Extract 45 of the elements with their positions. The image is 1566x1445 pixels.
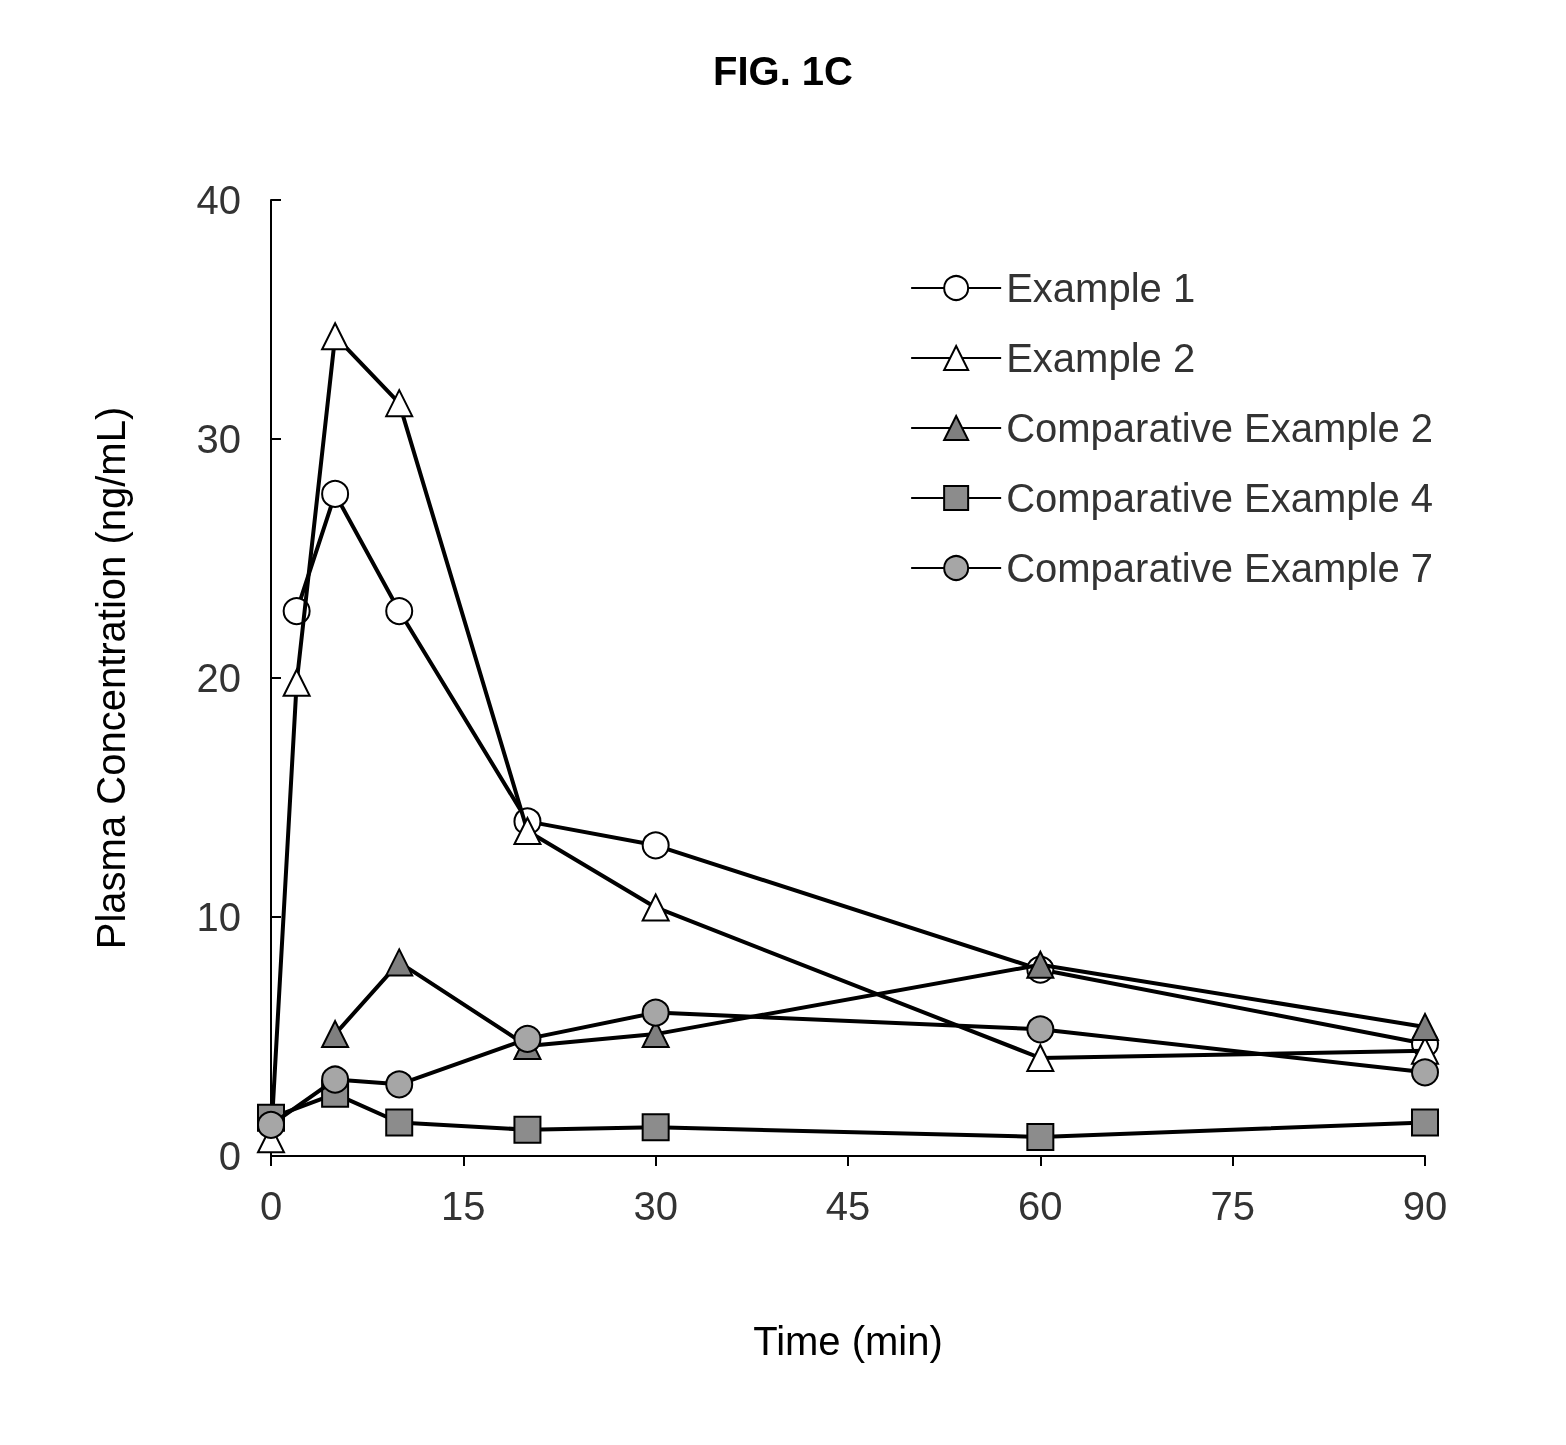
point <box>321 322 350 351</box>
point <box>1411 1058 1439 1087</box>
y-tick-label: 10 <box>196 895 241 939</box>
point <box>641 831 670 860</box>
x-tick-label: 60 <box>1018 1184 1063 1228</box>
point <box>385 948 414 977</box>
y-axis-title: Plasma Concentration (ng/mL) <box>89 406 133 950</box>
point <box>513 1115 542 1144</box>
point <box>1026 950 1055 979</box>
point <box>282 668 311 697</box>
legend-label: Comparative Example 7 <box>1006 546 1433 590</box>
point <box>385 1108 414 1137</box>
chart-title: FIG. 1C <box>712 49 854 93</box>
x-tick-label: 90 <box>1402 1184 1448 1228</box>
legend-label: Example 2 <box>1006 336 1196 380</box>
point <box>321 479 350 508</box>
x-axis-title: Time (min) <box>753 1319 943 1363</box>
legend-label: Example 1 <box>1006 266 1196 310</box>
point <box>1411 1012 1439 1041</box>
y-tick-label: 20 <box>196 656 241 700</box>
point <box>321 1020 350 1049</box>
point <box>385 1070 414 1099</box>
point <box>385 389 414 418</box>
point <box>321 1065 350 1094</box>
x-tick-label: 75 <box>1210 1184 1255 1228</box>
point <box>1026 1015 1055 1044</box>
point <box>1411 1108 1439 1137</box>
point <box>385 597 414 626</box>
y-tick-label: 40 <box>196 178 241 222</box>
point <box>1026 1044 1055 1073</box>
x-tick-label: 15 <box>441 1184 486 1228</box>
x-tick-label: 30 <box>633 1184 678 1228</box>
point <box>513 816 542 845</box>
point <box>641 1113 670 1142</box>
y-tick-label: 30 <box>196 417 241 461</box>
point <box>641 893 670 922</box>
point <box>641 998 670 1027</box>
x-tick-label: 45 <box>825 1184 871 1228</box>
point <box>1026 1122 1055 1151</box>
x-tick-label: 0 <box>259 1184 283 1228</box>
y-tick-label: 0 <box>218 1134 241 1178</box>
point <box>513 1024 542 1053</box>
legend-label: Comparative Example 2 <box>1006 406 1433 450</box>
point <box>257 1110 285 1139</box>
legend-label: Comparative Example 4 <box>1006 476 1433 520</box>
